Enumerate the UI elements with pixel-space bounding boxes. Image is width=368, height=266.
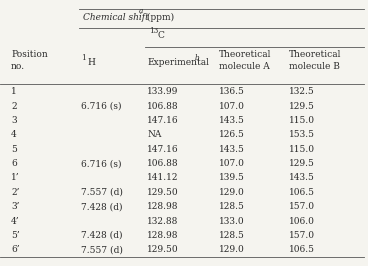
Text: 129.50: 129.50 xyxy=(147,245,179,254)
Text: 129.0: 129.0 xyxy=(219,188,245,197)
Text: molecule A: molecule A xyxy=(219,62,270,71)
Text: 4’: 4’ xyxy=(11,217,20,226)
Text: 143.5: 143.5 xyxy=(219,145,245,154)
Text: 1: 1 xyxy=(81,54,86,62)
Text: 141.12: 141.12 xyxy=(147,173,179,182)
Text: 128.5: 128.5 xyxy=(219,202,245,211)
Text: C: C xyxy=(157,31,164,40)
Text: 139.5: 139.5 xyxy=(219,173,245,182)
Text: 6.716 (s): 6.716 (s) xyxy=(81,159,121,168)
Text: 157.0: 157.0 xyxy=(289,202,315,211)
Text: 115.0: 115.0 xyxy=(289,116,315,125)
Text: 6: 6 xyxy=(11,159,17,168)
Text: 128.98: 128.98 xyxy=(147,231,179,240)
Text: a: a xyxy=(139,7,143,15)
Text: H: H xyxy=(88,58,95,67)
Text: 157.0: 157.0 xyxy=(289,231,315,240)
Text: 132.88: 132.88 xyxy=(147,217,178,226)
Text: 143.5: 143.5 xyxy=(219,116,245,125)
Text: b: b xyxy=(194,54,199,62)
Text: (ppm): (ppm) xyxy=(144,13,174,22)
Text: 128.98: 128.98 xyxy=(147,202,179,211)
Text: 13: 13 xyxy=(149,27,158,35)
Text: 147.16: 147.16 xyxy=(147,116,179,125)
Text: 2’: 2’ xyxy=(11,188,20,197)
Text: 107.0: 107.0 xyxy=(219,102,245,111)
Text: Chemical shift: Chemical shift xyxy=(83,13,149,22)
Text: 106.5: 106.5 xyxy=(289,188,315,197)
Text: 132.5: 132.5 xyxy=(289,87,315,96)
Text: 128.5: 128.5 xyxy=(219,231,245,240)
Text: 7.557 (d): 7.557 (d) xyxy=(81,245,123,254)
Text: Theoretical: Theoretical xyxy=(219,50,271,59)
Text: 153.5: 153.5 xyxy=(289,130,315,139)
Text: 7.557 (d): 7.557 (d) xyxy=(81,188,123,197)
Text: 133.99: 133.99 xyxy=(147,87,178,96)
Text: 129.5: 129.5 xyxy=(289,159,315,168)
Text: 7.428 (d): 7.428 (d) xyxy=(81,202,123,211)
Text: 1: 1 xyxy=(11,87,17,96)
Text: 129.0: 129.0 xyxy=(219,245,245,254)
Text: 3’: 3’ xyxy=(11,202,20,211)
Text: 106.88: 106.88 xyxy=(147,102,179,111)
Text: 126.5: 126.5 xyxy=(219,130,245,139)
Text: molecule B: molecule B xyxy=(289,62,340,71)
Text: 106.88: 106.88 xyxy=(147,159,179,168)
Text: 129.5: 129.5 xyxy=(289,102,315,111)
Text: 106.0: 106.0 xyxy=(289,217,315,226)
Text: 1’: 1’ xyxy=(11,173,20,182)
Text: 143.5: 143.5 xyxy=(289,173,315,182)
Text: 115.0: 115.0 xyxy=(289,145,315,154)
Text: 3: 3 xyxy=(11,116,17,125)
Text: 5: 5 xyxy=(11,145,17,154)
Text: 129.50: 129.50 xyxy=(147,188,179,197)
Text: 106.5: 106.5 xyxy=(289,245,315,254)
Text: 6’: 6’ xyxy=(11,245,20,254)
Text: 4: 4 xyxy=(11,130,17,139)
Text: Position: Position xyxy=(11,50,48,59)
Text: 147.16: 147.16 xyxy=(147,145,179,154)
Text: 5’: 5’ xyxy=(11,231,20,240)
Text: 136.5: 136.5 xyxy=(219,87,245,96)
Text: no.: no. xyxy=(11,62,25,71)
Text: Experimental: Experimental xyxy=(147,58,209,67)
Text: 107.0: 107.0 xyxy=(219,159,245,168)
Text: 133.0: 133.0 xyxy=(219,217,245,226)
Text: 2: 2 xyxy=(11,102,17,111)
Text: Theoretical: Theoretical xyxy=(289,50,341,59)
Text: 6.716 (s): 6.716 (s) xyxy=(81,102,121,111)
Text: 7.428 (d): 7.428 (d) xyxy=(81,231,123,240)
Text: NA: NA xyxy=(147,130,162,139)
